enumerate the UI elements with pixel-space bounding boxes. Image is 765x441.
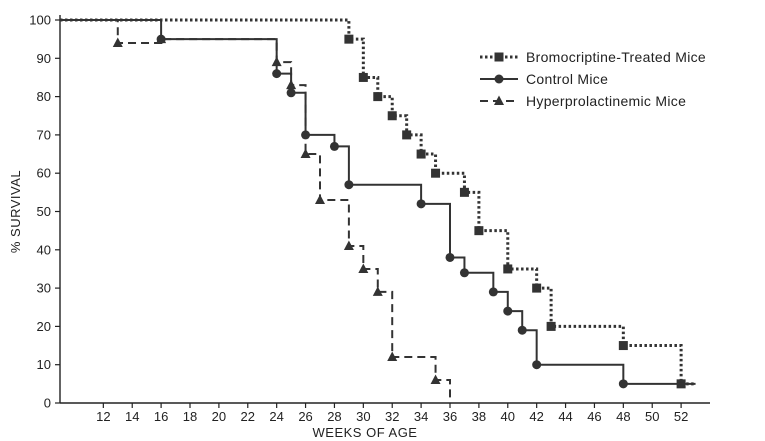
y-tick-label: 0 xyxy=(44,396,51,411)
triangle-marker xyxy=(300,148,311,159)
x-tick-label: 52 xyxy=(674,409,688,424)
circle-marker xyxy=(445,252,455,262)
legend: Bromocriptine-Treated Mice Control Mice Hy… xyxy=(480,49,706,109)
circle-marker xyxy=(344,180,354,190)
x-tick-label: 26 xyxy=(298,409,312,424)
triangle-marker xyxy=(315,194,325,205)
square-marker xyxy=(618,341,628,351)
y-axis-ticks: 0 10 20 30 40 50 60 70 80 90 100 xyxy=(29,13,60,411)
square-marker xyxy=(344,34,354,44)
triangle-marker xyxy=(430,374,441,385)
circle-marker xyxy=(272,69,282,79)
triangle-marker xyxy=(358,263,369,273)
x-tick-label: 12 xyxy=(96,409,110,424)
x-tick-label: 46 xyxy=(587,409,601,424)
triangle-marker xyxy=(372,286,383,296)
x-tick-label: 14 xyxy=(125,409,139,424)
circle-marker xyxy=(488,287,498,297)
x-tick-label: 40 xyxy=(501,409,515,424)
square-marker xyxy=(459,187,469,197)
triangle-marker xyxy=(387,351,398,362)
square-marker xyxy=(532,283,542,293)
legend-item: Control Mice xyxy=(480,71,608,87)
square-marker xyxy=(494,52,504,62)
x-tick-label: 20 xyxy=(212,409,226,424)
y-tick-label: 80 xyxy=(37,89,51,104)
triangle-marker xyxy=(156,33,167,44)
triangle-marker xyxy=(112,37,123,47)
x-tick-label: 30 xyxy=(356,409,370,424)
y-axis-title: % SURVIVAL xyxy=(8,170,23,253)
y-tick-label: 70 xyxy=(37,127,51,142)
circle-marker xyxy=(503,306,513,316)
x-tick-label: 18 xyxy=(183,409,197,424)
circle-marker xyxy=(286,88,296,98)
x-tick-label: 50 xyxy=(645,409,659,424)
x-axis-ticks: 12 14 16 18 20 22 24 26 28 30 32 34 36 38 40 42 44 46 48 50… xyxy=(96,403,688,424)
y-tick-label: 60 xyxy=(37,166,51,181)
square-marker xyxy=(431,168,441,178)
square-marker xyxy=(416,149,426,159)
x-tick-label: 34 xyxy=(414,409,428,424)
x-tick-label: 48 xyxy=(616,409,630,424)
circle-marker xyxy=(459,268,469,278)
y-tick-label: 50 xyxy=(37,204,51,219)
circle-marker xyxy=(618,379,628,389)
x-tick-label: 24 xyxy=(269,409,283,424)
x-tick-label: 42 xyxy=(529,409,543,424)
y-tick-label: 100 xyxy=(29,13,51,28)
y-tick-label: 10 xyxy=(37,357,51,372)
circle-marker xyxy=(416,199,426,209)
x-tick-label: 32 xyxy=(385,409,399,424)
axes xyxy=(59,15,710,404)
triangle-marker xyxy=(271,56,282,67)
circle-marker xyxy=(517,325,527,335)
x-tick-label: 38 xyxy=(472,409,486,424)
square-marker xyxy=(503,264,513,274)
legend-label: Hyperprolactinemic Mice xyxy=(526,93,686,109)
triangle-marker xyxy=(286,79,297,90)
x-tick-label: 28 xyxy=(327,409,341,424)
circle-marker xyxy=(532,360,542,370)
legend-item: Bromocriptine-Treated Mice xyxy=(480,49,706,65)
series-layer xyxy=(60,18,696,403)
square-marker xyxy=(474,226,484,236)
x-tick-label: 22 xyxy=(241,409,255,424)
y-tick-label: 20 xyxy=(37,319,51,334)
x-tick-label: 44 xyxy=(558,409,572,424)
square-marker xyxy=(358,72,368,82)
circle-marker xyxy=(494,74,504,84)
y-tick-label: 90 xyxy=(37,51,51,66)
legend-label: Control Mice xyxy=(526,71,608,87)
square-marker xyxy=(546,321,556,331)
legend-label: Bromocriptine-Treated Mice xyxy=(526,49,706,65)
square-marker xyxy=(387,111,397,121)
legend-item: Hyperprolactinemic Mice xyxy=(480,93,686,109)
series-triangle xyxy=(60,19,451,403)
circle-marker xyxy=(329,141,339,151)
triangle-marker xyxy=(494,95,504,105)
x-tick-label: 36 xyxy=(443,409,457,424)
y-tick-label: 40 xyxy=(37,242,51,257)
square-marker xyxy=(373,92,383,102)
y-tick-label: 30 xyxy=(37,281,51,296)
square-marker xyxy=(402,130,412,140)
x-axis-title: WEEKS OF AGE xyxy=(313,425,418,440)
x-tick-label: 16 xyxy=(154,409,168,424)
series-line xyxy=(60,19,451,403)
triangle-marker xyxy=(343,240,354,250)
